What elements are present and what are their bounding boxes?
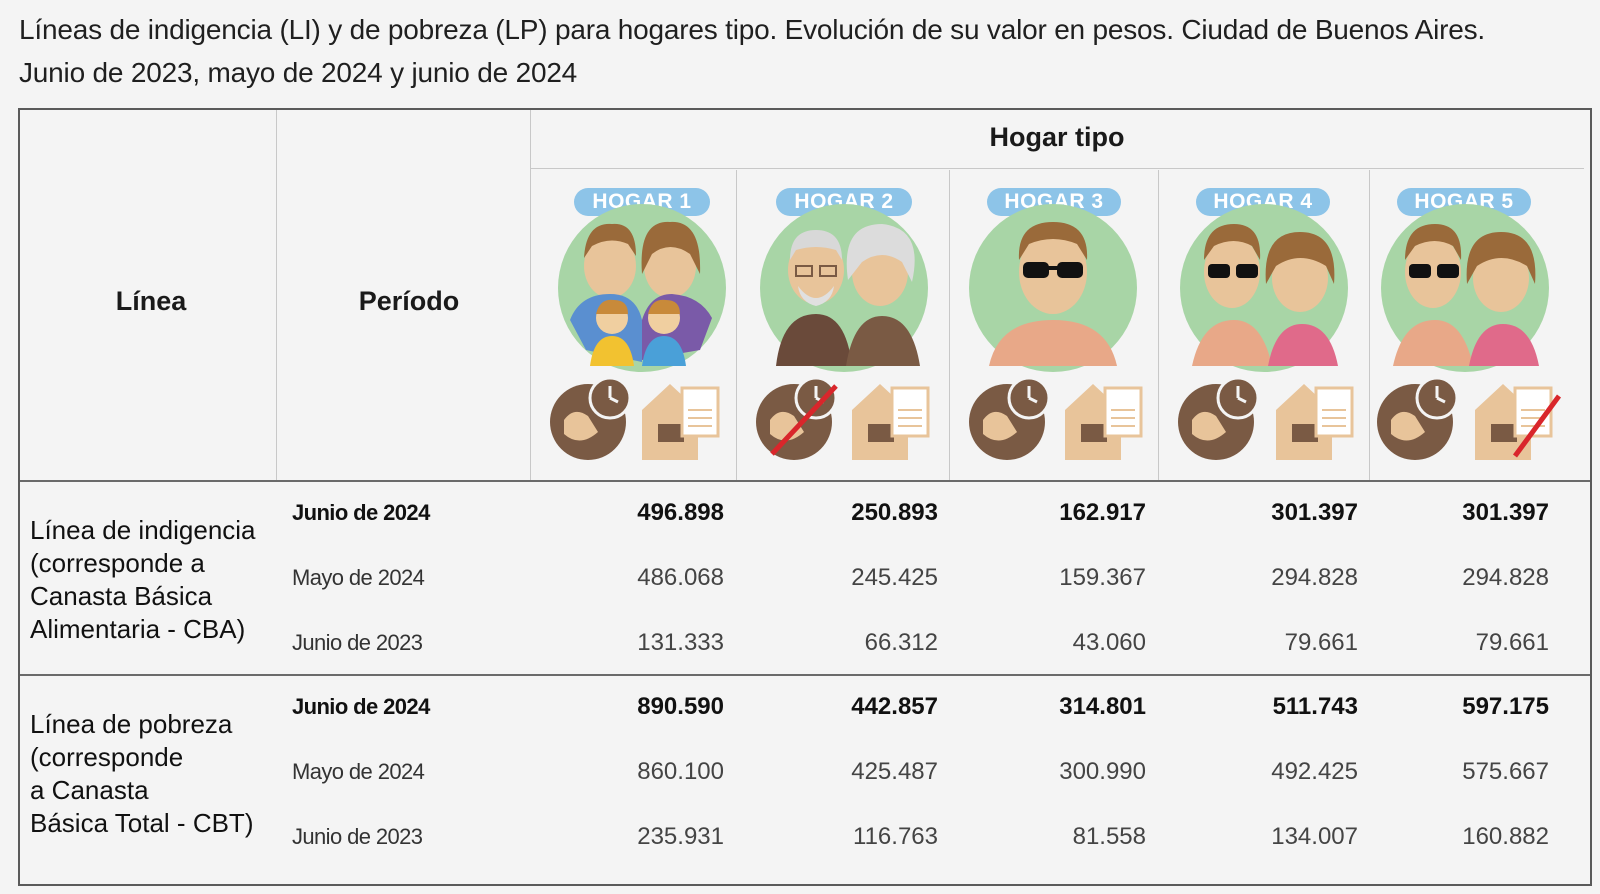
elderly-couple-icon: [756, 204, 930, 460]
value-cell: 860.100: [637, 758, 724, 785]
header-hogar-tipo: Hogar tipo: [989, 122, 1125, 152]
value-cell: 597.175: [1462, 693, 1549, 720]
couple-icon: [1178, 204, 1354, 460]
value-cell: 890.590: [637, 693, 724, 720]
header-linea: Línea: [115, 286, 187, 316]
value-cell: 425.487: [851, 758, 938, 785]
period-label: Mayo de 2024: [292, 565, 425, 590]
table-title: Líneas de indigencia (LI) y de pobreza (…: [19, 8, 1589, 94]
header-separator: [530, 168, 1584, 169]
col-divider: [736, 170, 737, 480]
value-cell: 79.661: [1475, 629, 1549, 656]
value-cell: 492.425: [1271, 758, 1358, 785]
value-cell: 442.857: [851, 693, 938, 720]
value-cell: 160.882: [1462, 823, 1549, 850]
value-cell: 314.801: [1059, 693, 1146, 720]
hogar-column-2: HOGAR 2: [736, 170, 949, 480]
value-cell: 235.931: [637, 823, 724, 850]
period-label: Junio de 2024: [292, 694, 430, 719]
label-line: Básica Total - CBT): [30, 808, 254, 838]
family-of-four-icon: [550, 204, 726, 460]
couple-icon: [1377, 204, 1562, 460]
header-periodo: Período: [358, 286, 460, 316]
hogar-4-label: HOGAR 4: [1196, 188, 1330, 216]
label-line: (corresponde a: [30, 548, 205, 578]
value-cell: 300.990: [1059, 758, 1146, 785]
value-cell: 134.007: [1271, 823, 1358, 850]
title-line-1: Líneas de indigencia (LI) y de pobreza (…: [19, 14, 1485, 45]
value-cell: 301.397: [1462, 499, 1549, 526]
col-divider: [1158, 170, 1159, 480]
value-cell: 486.068: [637, 564, 724, 591]
value-cell: 511.743: [1272, 693, 1358, 720]
value-cell: 79.661: [1284, 629, 1358, 656]
value-cell: 294.828: [1462, 564, 1549, 591]
value-cell: 294.828: [1271, 564, 1358, 591]
label-line: Línea de pobreza: [30, 709, 233, 739]
hogar-column-4: HOGAR 4: [1158, 170, 1369, 480]
col-divider: [1369, 170, 1370, 480]
label-line: Alimentaria - CBA): [30, 614, 246, 644]
section-divider: [20, 674, 1590, 676]
period-label: Junio de 2023: [292, 824, 423, 849]
col-divider: [530, 110, 531, 480]
value-cell: 66.312: [864, 629, 938, 656]
label-line: a Canasta: [30, 775, 149, 805]
value-cell: 496.898: [637, 499, 724, 526]
hogar-column-1: HOGAR 1: [530, 170, 736, 480]
value-cell: 81.558: [1072, 823, 1146, 850]
hogar-column-5: HOGAR 5: [1369, 170, 1592, 480]
section-label-pobreza: Línea de pobreza (corresponde a Canasta …: [30, 708, 253, 840]
value-cell: 250.893: [851, 499, 938, 526]
col-divider: [949, 170, 950, 480]
hogar-1-label: HOGAR 1: [574, 188, 710, 216]
hogar-column-3: HOGAR 3: [949, 170, 1158, 480]
header-bottom-rule: [20, 480, 1590, 482]
period-label: Junio de 2023: [292, 630, 423, 655]
data-table: Línea Período Hogar tipo HOGAR 1: [18, 108, 1592, 886]
value-cell: 245.425: [851, 564, 938, 591]
period-label: Junio de 2024: [292, 500, 430, 525]
value-cell: 43.060: [1072, 629, 1146, 656]
col-divider: [276, 110, 277, 480]
value-cell: 131.333: [637, 629, 724, 656]
label-line: (corresponde: [30, 742, 184, 772]
section-label-indigencia: Línea de indigencia (corresponde a Canas…: [30, 514, 256, 646]
title-line-2: Junio de 2023, mayo de 2024 y junio de 2…: [19, 57, 578, 88]
single-man-icon: [969, 204, 1143, 460]
value-cell: 575.667: [1462, 758, 1549, 785]
value-cell: 162.917: [1059, 499, 1146, 526]
value-cell: 159.367: [1059, 564, 1146, 591]
value-cell: 116.763: [853, 823, 938, 850]
value-cell: 301.397: [1271, 499, 1358, 526]
label-line: Línea de indigencia: [30, 515, 256, 545]
label-line: Canasta Básica: [30, 581, 213, 611]
period-label: Mayo de 2024: [292, 759, 425, 784]
